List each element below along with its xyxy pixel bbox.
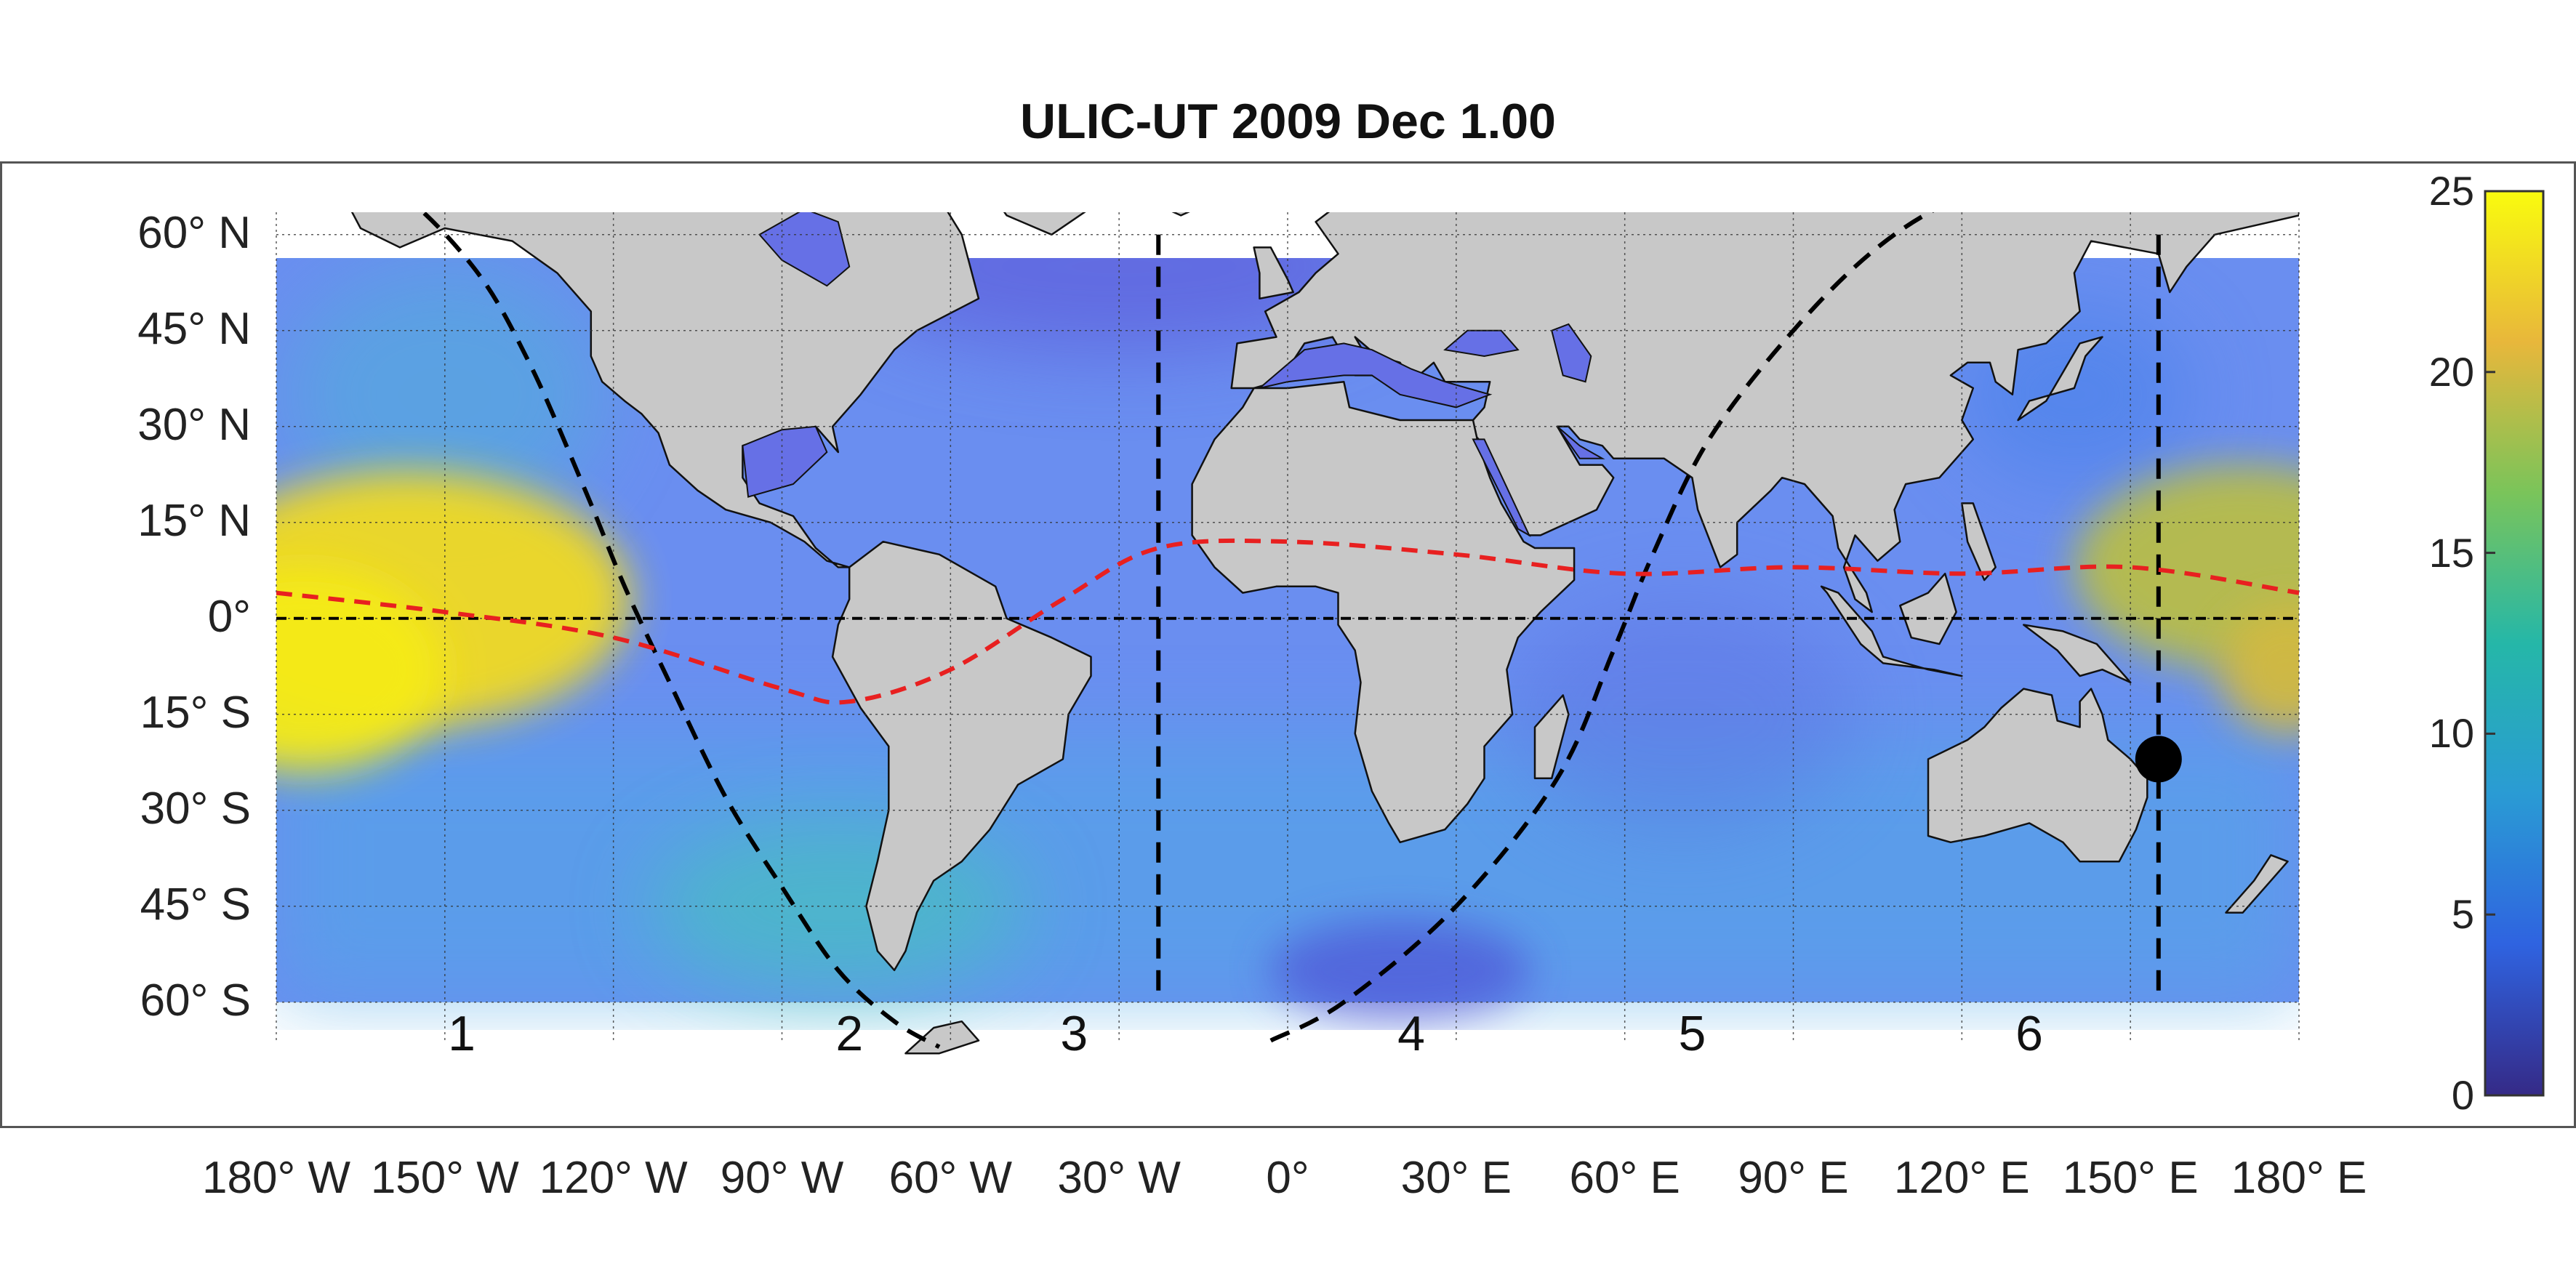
lon-label: 90° W [720,1153,844,1203]
land-new-guinea [2023,624,2132,684]
subsolar-track [276,538,2299,705]
colorbar-tick-label: 5 [2451,891,2474,938]
land-north-america [350,212,980,568]
land-indonesia [1820,585,1963,677]
lon-label: 60° W [888,1153,1013,1203]
lon-label: 180° W [202,1153,350,1203]
lat-label: 45° N [137,303,251,354]
lon-label: 30° W [1057,1153,1181,1203]
land-new-zealand [2225,854,2289,914]
terminator-west [420,212,941,1050]
lat-label: 30° N [137,399,251,450]
lat-label: 45° S [140,879,251,930]
lat-label: 15° S [140,687,251,738]
land-madagascar [1533,694,1570,780]
land-borneo [1899,572,1957,645]
zone-label-6: 6 [2015,1006,2043,1061]
lat-label: 0° [207,591,251,642]
zone-label-1: 1 [448,1006,476,1061]
indian-ocean-band [1506,597,1855,831]
sea-mediterranean [1259,342,1493,408]
lon-label: 90° E [1738,1153,1849,1203]
colorbar [2484,190,2545,1097]
colorbar-tick-label: 0 [2451,1072,2474,1118]
colorbar-tick-label: 10 [2428,710,2474,757]
lon-label: 120° W [539,1153,688,1203]
colorbar-tick-label: 20 [2428,348,2474,395]
land-greenland [1003,212,1086,236]
zone-labels: 1 2 3 4 5 6 [448,1006,2043,1061]
figure-frame [0,161,2576,1128]
lon-label: 60° E [1569,1153,1680,1203]
sea-black-sea [1443,329,1520,358]
lon-label: 180° E [2231,1153,2367,1203]
land-australia [1927,688,2148,863]
lat-label: 60° N [137,207,251,258]
lat-label: 15° N [137,495,251,546]
sea-red-sea [1472,438,1531,537]
lon-label: 150° E [2062,1153,2199,1203]
lat-label: 60° S [140,975,251,1026]
overlay-lines [276,212,2299,1050]
lon-label: 30° E [1400,1153,1512,1203]
warm-anomaly-3 [2220,605,2299,734]
south-atlantic-cool [1269,919,1531,1021]
land-iceland [1171,212,1190,217]
lat-label: 30° S [140,783,251,834]
sea-persian-gulf [1557,426,1605,459]
land-japan [2017,336,2103,422]
colorbar-tick-label: 25 [2428,168,2474,214]
land-uk [1253,246,1294,300]
graticule [276,212,2300,1041]
land-masses [350,212,2299,1055]
lon-label: 150° W [370,1153,519,1203]
sea-gulf-of-mexico [742,425,828,498]
colorbar-tick-label: 15 [2428,529,2474,576]
terminator-east [1269,212,1935,1043]
lon-label: 0° [1266,1153,1309,1203]
zone-label-2: 2 [835,1006,863,1061]
land-antarctica-peninsula [904,1020,980,1055]
zone-label-4: 4 [1397,1006,1425,1061]
zone-label-3: 3 [1060,1006,1088,1061]
chart-title: ULIC-UT 2009 Dec 1.00 [1020,94,1556,149]
colorbar-ramp [2484,190,2545,1097]
land-africa [1191,380,1576,844]
lon-label: 120° E [1893,1153,2030,1203]
sea-caspian [1551,323,1592,383]
land-south-america [831,540,1092,972]
subsolar-point [2135,736,2182,783]
land-eurasia-africa [1230,212,2299,613]
zone-label-5: 5 [1678,1006,1706,1061]
